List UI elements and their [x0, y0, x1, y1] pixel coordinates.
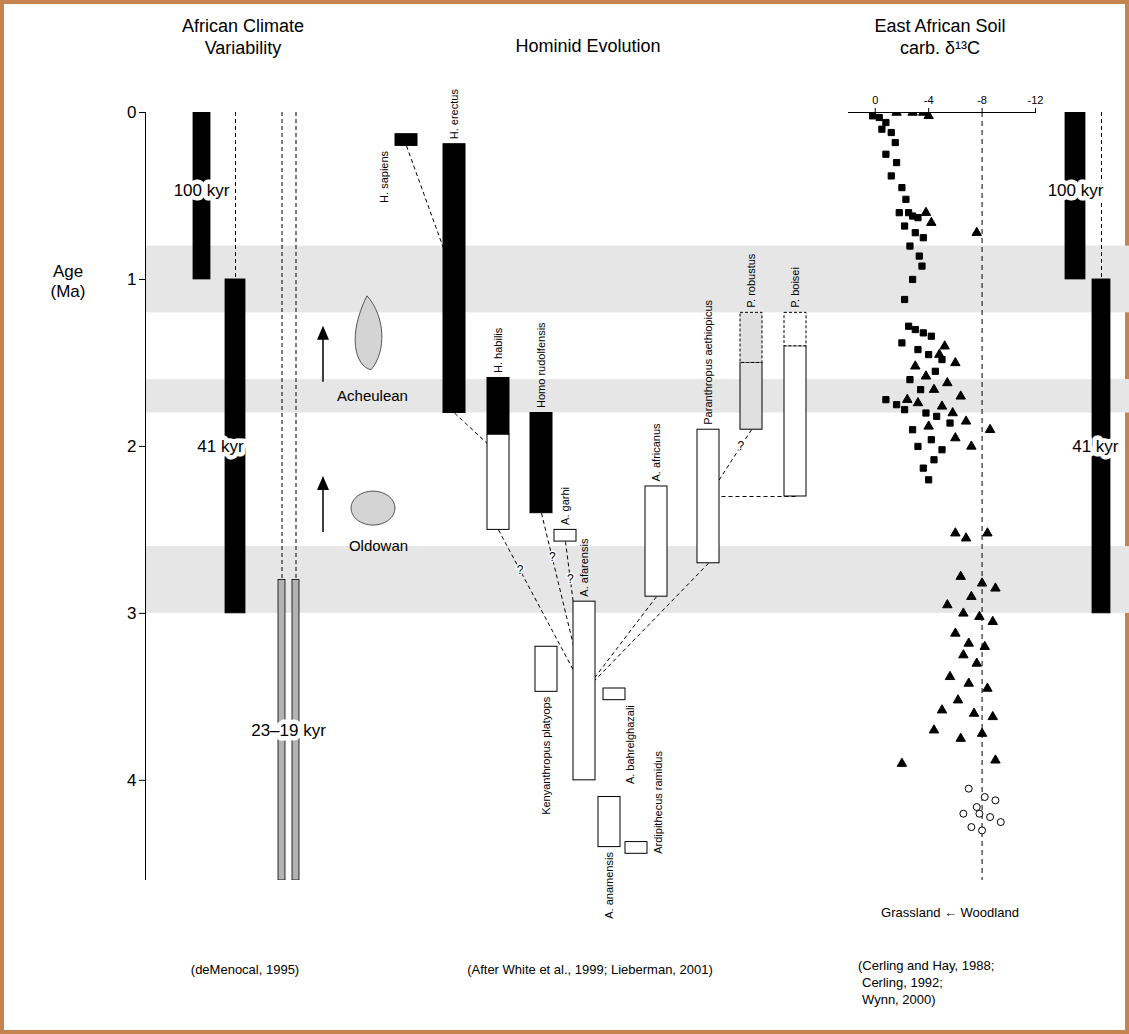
svg-text:A. anamensis: A. anamensis — [603, 852, 615, 919]
svg-text:Oldowan: Oldowan — [349, 537, 408, 554]
html-text:Age (Ma): Age (Ma) — [50, 262, 86, 302]
svg-text:1: 1 — [127, 270, 136, 289]
svg-text:Acheulean: Acheulean — [337, 387, 408, 404]
svg-text:P. robustus: P. robustus — [745, 253, 757, 308]
html-text:East African Soil carb. δ¹³C: East African Soil carb. δ¹³C — [874, 16, 1006, 58]
svg-text:A. afarensis: A. afarensis — [578, 538, 590, 597]
html-text:(Cerling and Hay, 1988;: (Cerling and Hay, 1988; — [858, 958, 995, 973]
svg-text:?: ? — [549, 550, 556, 564]
svg-text:Ardipithecus ramidus: Ardipithecus ramidus — [652, 751, 664, 854]
svg-text:2: 2 — [127, 437, 136, 456]
svg-text:H. sapiens: H. sapiens — [378, 150, 390, 202]
svg-text:?: ? — [517, 563, 524, 577]
html-text:Grassland ← Woodland: Grassland ← Woodland — [881, 905, 1019, 920]
html-text:Cerling, 1992;: Cerling, 1992; — [862, 975, 943, 990]
svg-text:100 kyr: 100 kyr — [174, 181, 230, 200]
svg-text:Paranthropus aethiopicus: Paranthropus aethiopicus — [702, 299, 714, 424]
svg-text:4: 4 — [127, 771, 136, 790]
svg-text:0: 0 — [127, 103, 136, 122]
svg-text:0: 0 — [872, 94, 878, 106]
svg-text:H. habilis: H. habilis — [492, 327, 504, 373]
svg-text:41 kyr: 41 kyr — [197, 437, 244, 456]
svg-text:A. africanus: A. africanus — [650, 423, 662, 482]
svg-text:?: ? — [567, 572, 574, 586]
svg-text:A. bahrelghazali: A. bahrelghazali — [624, 705, 636, 784]
svg-text:?: ? — [737, 439, 744, 453]
svg-text:23–19 kyr: 23–19 kyr — [251, 721, 326, 740]
svg-text:P. boisei: P. boisei — [789, 267, 801, 308]
html-text:Hominid Evolution: Hominid Evolution — [515, 36, 661, 56]
svg-text:41 kyr: 41 kyr — [197, 437, 244, 456]
html-text:(After White et al., 1999; Lie: (After White et al., 1999; Lieberman, 20… — [467, 962, 713, 977]
html-text:(deMenocal, 1995): (deMenocal, 1995) — [190, 962, 300, 977]
svg-text:?: ? — [517, 563, 524, 577]
html-text:Wynn, 2000): Wynn, 2000) — [862, 992, 936, 1007]
svg-text:100 kyr: 100 kyr — [1048, 181, 1104, 200]
svg-text:?: ? — [737, 439, 744, 453]
svg-text:A. garhi: A. garhi — [559, 487, 571, 525]
svg-text:41 kyr: 41 kyr — [1072, 437, 1119, 456]
svg-text:Homo rudolfensis: Homo rudolfensis — [535, 322, 547, 408]
svg-text:H. erectus: H. erectus — [448, 89, 460, 140]
svg-text:23–19 kyr: 23–19 kyr — [251, 721, 326, 740]
svg-text:41 kyr: 41 kyr — [1072, 437, 1119, 456]
svg-text:3: 3 — [127, 604, 136, 623]
svg-text:?: ? — [567, 572, 574, 586]
svg-text:100 kyr: 100 kyr — [174, 181, 230, 200]
svg-text:-4: -4 — [924, 94, 934, 106]
svg-text:?: ? — [549, 550, 556, 564]
html-text:African Climate Variability: African Climate Variability — [182, 16, 304, 58]
svg-text:Kenyanthropus platyops: Kenyanthropus platyops — [540, 696, 552, 815]
svg-text:-8: -8 — [977, 94, 987, 106]
svg-text:100 kyr: 100 kyr — [1048, 181, 1104, 200]
svg-text:-12: -12 — [1028, 94, 1044, 106]
